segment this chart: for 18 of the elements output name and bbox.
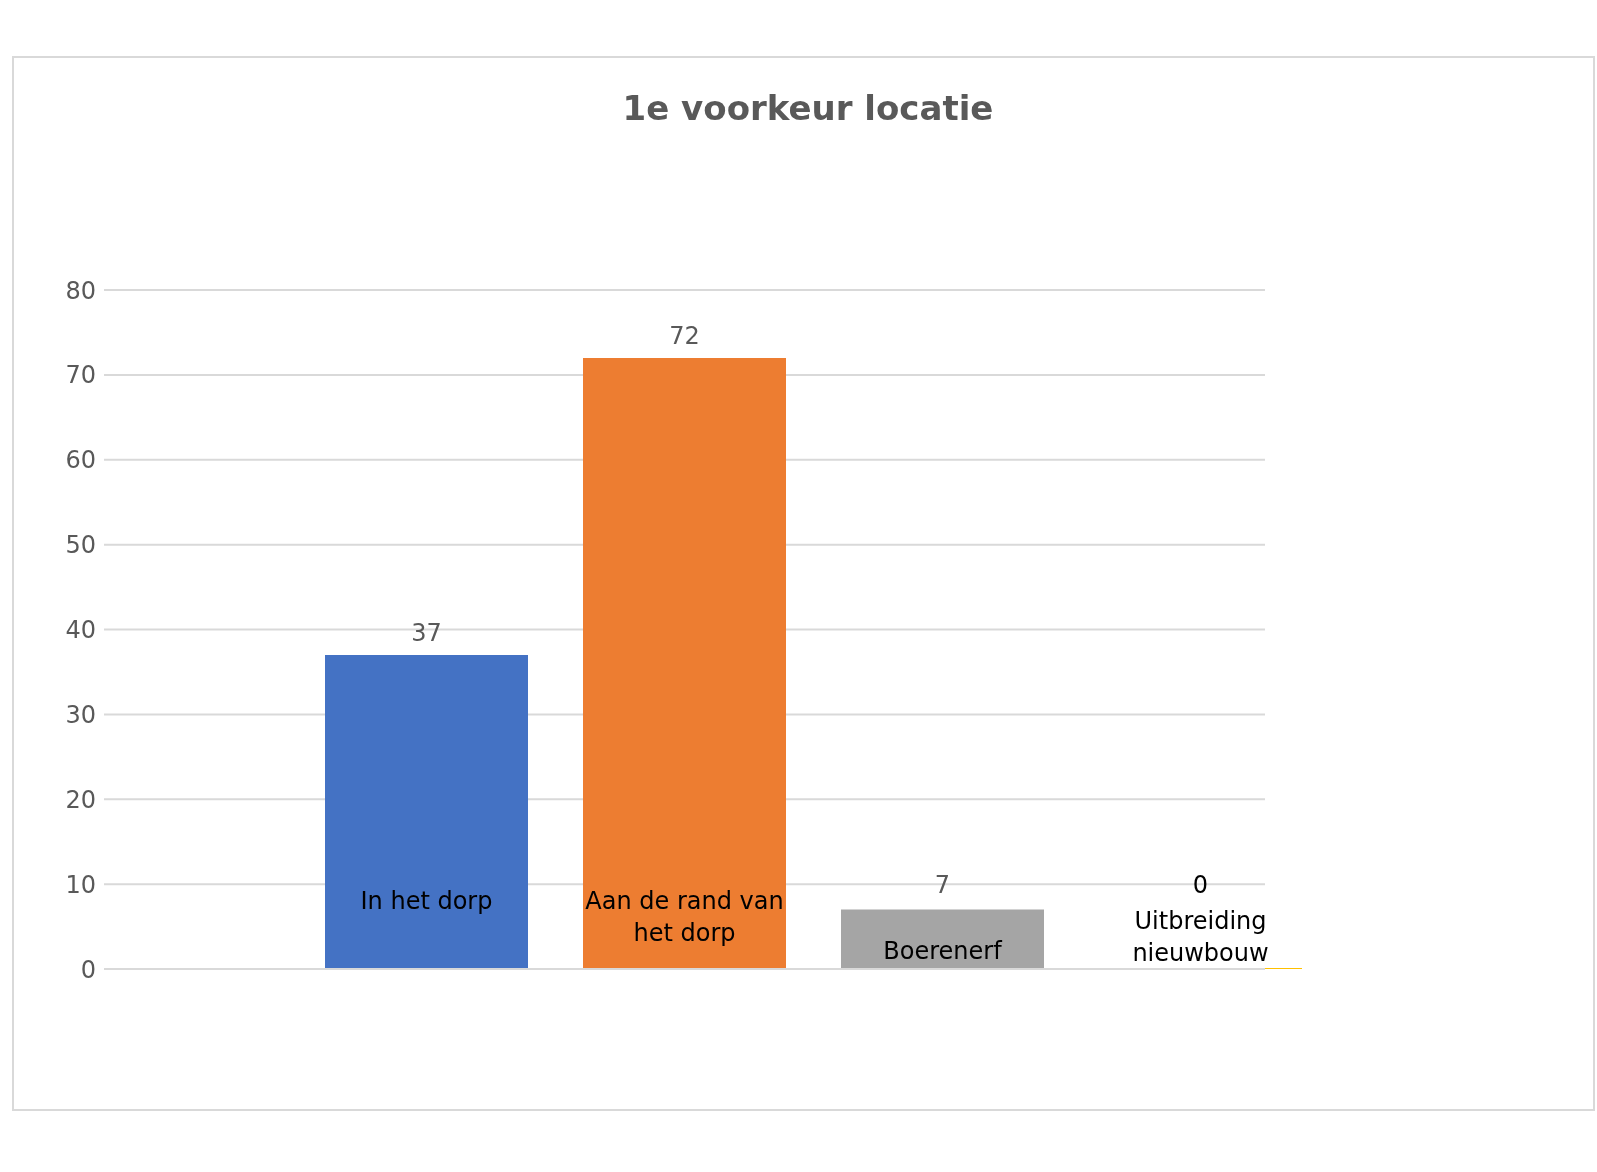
y-tick-label: 40 (65, 616, 96, 645)
y-tick-label: 30 (65, 700, 96, 729)
y-tick-label: 50 (65, 531, 96, 560)
y-tick-label: 20 (65, 785, 96, 814)
data-label: 37 (411, 618, 442, 647)
y-tick-label: 60 (65, 446, 96, 475)
data-label: 72 (669, 321, 700, 350)
series-label: Uitbreiding nieuwbouw (1132, 907, 1269, 967)
data-label: 0 (1192, 871, 1209, 899)
data-label: 7 (934, 871, 951, 899)
series-label: Aan de rand van het dorp (585, 887, 784, 947)
series-label: Boerenerf (883, 937, 1003, 966)
y-tick-label: 0 (80, 955, 96, 984)
y-tick-label: 70 (65, 361, 96, 390)
y-tick-label: 10 (65, 870, 96, 899)
y-tick-label: 80 (65, 276, 96, 305)
series-label: In het dorp (360, 887, 493, 915)
chart-title: 1e voorkeur locatie (621, 88, 995, 128)
